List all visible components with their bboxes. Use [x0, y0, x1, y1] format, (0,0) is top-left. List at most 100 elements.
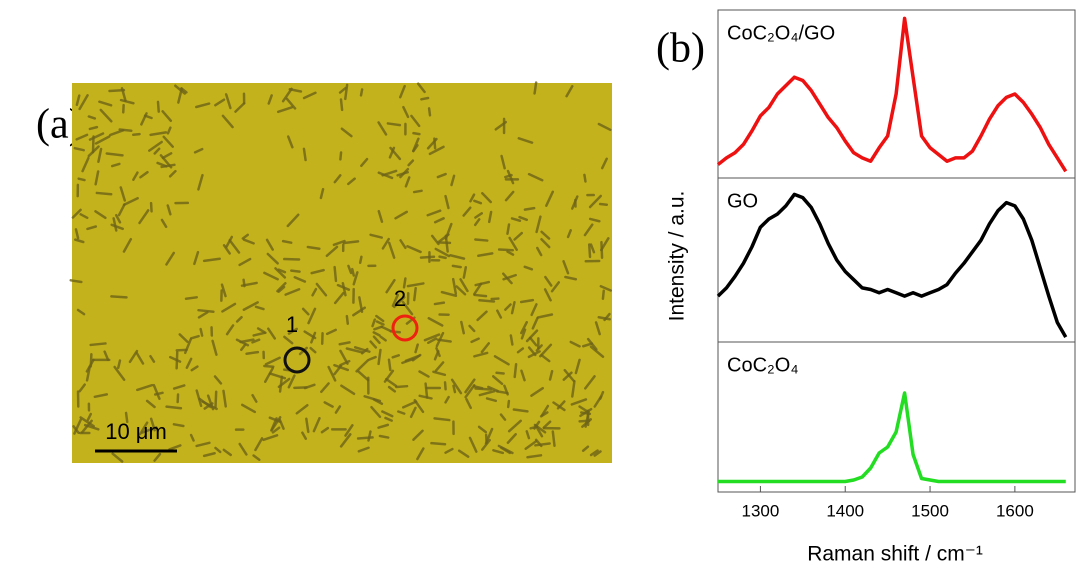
rod — [410, 114, 421, 128]
rod — [117, 203, 126, 217]
rod — [597, 316, 612, 321]
rod — [478, 389, 496, 397]
rod — [427, 317, 444, 327]
rod — [222, 448, 233, 457]
rod — [356, 436, 374, 440]
rod — [455, 285, 467, 296]
rod — [122, 196, 139, 206]
rod — [473, 282, 483, 296]
rod — [430, 441, 447, 446]
scale-bar-label: 10 μm — [105, 419, 167, 444]
rod — [339, 433, 352, 448]
rod — [402, 277, 407, 289]
rod — [113, 365, 126, 382]
rod — [302, 147, 307, 162]
rod — [301, 307, 310, 316]
rod — [387, 385, 397, 393]
x-tick-label: 1600 — [996, 501, 1034, 520]
rod — [427, 107, 432, 117]
rod — [359, 88, 364, 97]
rod — [484, 427, 494, 445]
rod — [508, 236, 518, 251]
rod — [583, 173, 587, 183]
rod — [195, 441, 211, 448]
rod — [481, 192, 493, 204]
rod — [513, 231, 524, 241]
rod — [571, 379, 576, 398]
rod — [345, 347, 364, 354]
rod — [579, 407, 593, 418]
rod — [397, 410, 406, 415]
rod — [416, 82, 426, 94]
rod — [263, 366, 275, 383]
rod — [412, 189, 423, 194]
rod — [385, 278, 396, 294]
rod — [174, 84, 187, 95]
rod — [416, 447, 425, 461]
rod — [369, 233, 383, 239]
rod — [581, 342, 594, 348]
rod — [462, 206, 472, 217]
rod — [168, 169, 177, 178]
rod — [263, 364, 275, 368]
rod — [235, 315, 243, 323]
rod — [193, 250, 200, 266]
rod — [276, 106, 294, 114]
rod — [507, 419, 522, 433]
marker-label: 2 — [394, 286, 406, 311]
rod — [499, 413, 507, 421]
rod — [99, 108, 113, 123]
rod — [135, 351, 145, 365]
rod — [562, 371, 573, 381]
rod — [540, 230, 551, 240]
rod — [103, 350, 110, 361]
rod — [347, 264, 353, 275]
rod — [79, 416, 95, 428]
rod — [265, 238, 274, 251]
rod — [540, 353, 551, 363]
rod — [238, 257, 252, 267]
rod — [444, 447, 454, 454]
rod — [251, 393, 258, 403]
rod — [287, 374, 296, 389]
rod — [563, 368, 576, 383]
rod — [517, 137, 534, 144]
rod — [459, 278, 469, 293]
rod — [184, 296, 198, 300]
rod — [286, 213, 300, 228]
plot-frame — [717, 9, 1076, 493]
rod — [225, 324, 235, 336]
rod — [506, 223, 511, 235]
rod — [172, 384, 186, 390]
rod — [499, 446, 512, 455]
rod — [220, 283, 227, 298]
rod — [197, 308, 215, 314]
rod — [477, 425, 488, 434]
rod — [274, 267, 287, 279]
rod — [492, 375, 504, 386]
rod — [536, 313, 554, 319]
rod — [73, 418, 83, 435]
marker-circle — [283, 346, 311, 374]
rod — [372, 331, 381, 337]
rod — [156, 161, 168, 168]
rod — [285, 97, 297, 110]
rod — [358, 255, 363, 264]
rod — [344, 83, 349, 101]
rod — [527, 350, 541, 359]
rod — [156, 100, 160, 113]
spectrum-line — [716, 192, 1068, 338]
rod — [584, 375, 596, 390]
rod — [589, 243, 596, 254]
rod — [525, 430, 531, 440]
rod — [293, 275, 307, 283]
rod — [153, 452, 162, 462]
rod — [266, 252, 279, 265]
rod — [594, 321, 601, 336]
rod — [487, 385, 499, 393]
rod — [131, 132, 141, 136]
rod — [420, 96, 430, 101]
rod — [493, 355, 510, 366]
rod — [369, 340, 378, 349]
rod — [256, 327, 267, 335]
